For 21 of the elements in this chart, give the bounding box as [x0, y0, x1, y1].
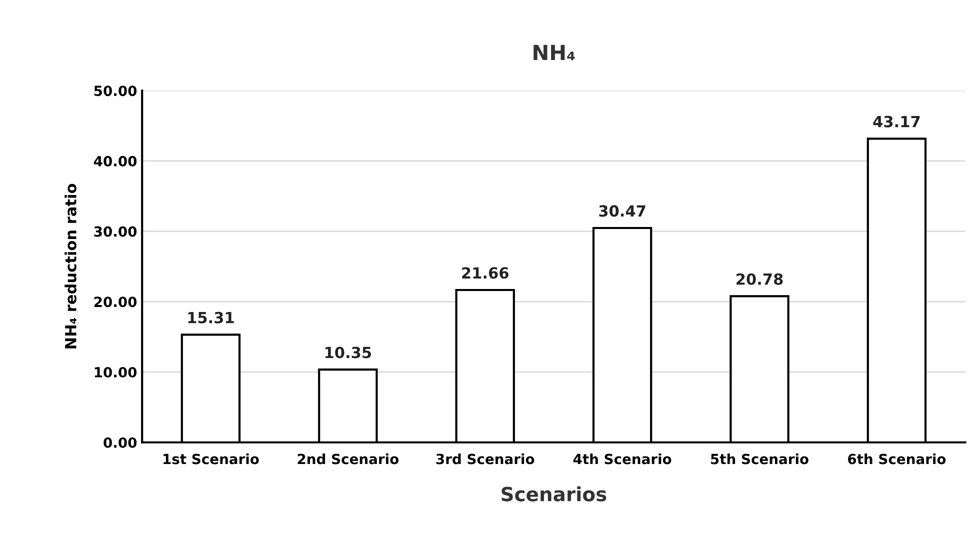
x-tick-label: 1st Scenario: [164, 454, 259, 464]
x-tick-label: 5th Scenario: [711, 454, 808, 464]
y-axis-title: NH₄ reduction ratio: [64, 184, 76, 348]
data-label: 10.35: [325, 346, 371, 358]
data-label: 15.31: [188, 312, 234, 324]
y-tick-label: 0.00: [104, 437, 137, 448]
data-label: 43.17: [873, 116, 920, 128]
y-tick-label: 20.00: [94, 296, 137, 308]
y-tick-label: 50.00: [94, 86, 137, 96]
y-tick-label: 30.00: [94, 226, 137, 237]
x-tick-label: 2nd Scenario: [298, 454, 398, 464]
data-label: 30.47: [599, 205, 646, 217]
data-label: 20.78: [736, 273, 783, 285]
x-axis-title: Scenarios: [502, 486, 606, 502]
y-tick-label: 40.00: [94, 156, 137, 166]
data-label: 21.66: [462, 267, 508, 279]
chart-title: NH₄: [534, 44, 575, 60]
x-tick-label: 4th Scenario: [573, 454, 672, 464]
y-tick-label: 10.00: [94, 367, 137, 378]
x-tick-label: 6th Scenario: [848, 454, 946, 464]
x-tick-label: 3rd Scenario: [436, 454, 534, 464]
